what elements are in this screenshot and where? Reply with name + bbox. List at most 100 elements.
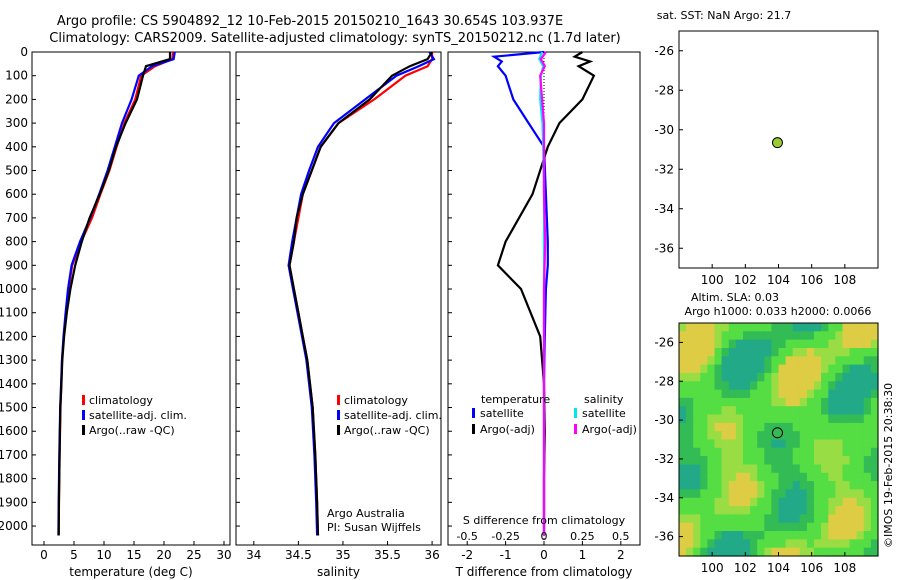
heat-cell [785,348,794,357]
heat-cell [686,381,694,391]
heat-cell [764,331,772,341]
heat-cell [835,372,844,382]
heat-cell [792,331,801,341]
heat-cell [792,381,801,391]
heat-cell [707,547,716,557]
heat-cell [799,514,808,524]
heat-cell [743,506,751,515]
heat-cell [700,522,708,532]
heat-cell [771,472,780,482]
heat-cell [870,472,879,482]
legend-label: satellite-adj. clim. [344,409,442,422]
heat-cell [863,356,872,366]
heat-cell [735,364,744,374]
heat-cell [792,323,801,332]
heat-cell [821,447,829,457]
heat-cell [778,497,787,507]
heat-cell [828,439,836,449]
heat-cell [792,522,801,532]
heat-cell [821,348,829,357]
heat-cell [721,481,730,490]
heat-cell [842,464,851,474]
heat-cell [743,348,751,357]
map-title: sat. SST: NaN Argo: 21.7 [657,9,791,22]
heat-cell [821,547,829,557]
heat-cell [821,339,829,349]
heat-cell [771,323,780,332]
heat-cell [856,323,865,332]
heat-cell [799,372,808,382]
heat-cell [806,514,815,524]
legend-label: Argo(-adj) [582,423,637,436]
heat-cell [806,406,815,416]
heat-cell [750,381,758,391]
heat-cell [778,464,787,474]
heat-cell [721,539,730,549]
heat-cell [686,389,694,399]
heat-cell [849,547,858,557]
heat-cell [870,497,879,507]
legend-swatch [337,410,340,420]
heat-cell [821,539,829,549]
heat-cell [828,447,836,457]
heat-cell [728,464,737,474]
heat-cell [814,456,822,465]
heat-cell [707,331,716,341]
heat-cell [856,381,865,391]
y-tick-label: -36 [654,241,674,255]
top-tick-label: 0.25 [570,530,595,543]
heat-cell [835,506,844,515]
heat-cell [828,489,836,499]
heat-cell [728,431,737,441]
heat-cell [806,389,815,399]
heat-cell [735,339,744,349]
heat-cell [870,539,879,549]
heat-cell [764,447,772,457]
heat-cell [842,356,851,366]
heat-cell [721,339,730,349]
heat-cell [828,339,836,349]
heat-cell [771,389,780,399]
heat-cell [856,439,865,449]
heat-cell [821,406,829,416]
y-tick-label: 0 [20,45,28,59]
heat-cell [728,497,737,507]
heat-cell [707,389,716,399]
heat-cell [750,447,758,457]
series-line-2 [288,51,434,536]
heat-cell [814,531,822,540]
heat-cell [757,406,765,416]
heat-cell [771,348,780,357]
heat-cell [743,323,751,332]
heat-cell [707,431,716,441]
heat-cell [792,481,801,490]
legend-swatch [472,408,475,418]
y-tick-label: 400 [5,140,28,154]
heat-cell [785,364,794,374]
heat-cell [870,406,879,416]
heat-cell [778,323,787,332]
heat-cell [806,447,815,457]
heat-cell [842,348,851,357]
header-line1: Argo profile: CS 5904892_12 10-Feb-2015 … [57,14,563,29]
heat-cell [778,522,787,532]
heat-cell [806,422,815,432]
heat-cell [792,531,801,540]
heat-cell [764,481,772,490]
heat-cell [707,539,716,549]
heat-cell [785,422,794,432]
heat-cell [806,489,815,499]
heat-cell [863,414,872,424]
heat-cell [821,481,829,490]
heat-cell [700,547,708,557]
heat-cell [785,522,794,532]
heat-cell [799,323,808,332]
argo-location-marker [771,137,783,149]
heat-cell [728,522,737,532]
x-axis-label: T difference from climatology [455,565,633,579]
heat-cell [828,481,836,490]
heat-cell [735,406,744,416]
heat-cell [714,397,723,407]
y-tick-label: -32 [654,452,674,466]
heat-cell [757,348,765,357]
